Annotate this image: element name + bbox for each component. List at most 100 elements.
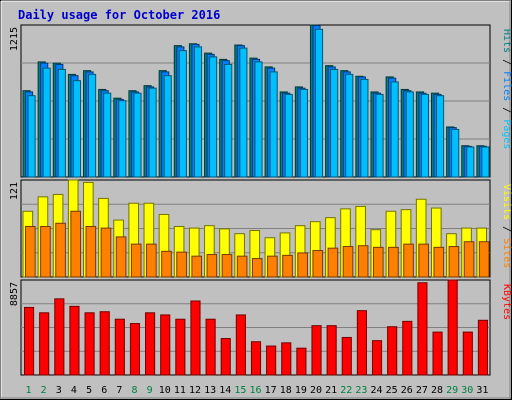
bar-sites-day-16 (251, 258, 263, 278)
panel-legend: KBytes (501, 284, 512, 320)
bar-sites-day-6 (100, 227, 112, 278)
bar-kbytes-day-19 (296, 347, 307, 376)
bar-kbytes-day-1 (24, 306, 35, 376)
x-tick-label-day-6: 6 (101, 385, 107, 396)
x-tick-label-day-9: 9 (147, 385, 153, 396)
bar-pages-day-28 (435, 95, 445, 178)
bar-sites-day-27 (418, 243, 429, 278)
bar-pages-day-30 (466, 146, 475, 178)
legend-separator: / (501, 53, 512, 71)
bar-kbytes-day-14 (220, 338, 231, 376)
bar-sites-day-13 (206, 254, 218, 278)
bar-kbytes-day-23 (356, 310, 367, 376)
bar-kbytes-day-28 (432, 331, 443, 376)
bar-kbytes-day-26 (402, 320, 413, 376)
bar-sites-day-5 (85, 225, 97, 278)
bar-sites-day-25 (388, 246, 399, 278)
bar-pages-day-3 (57, 68, 66, 178)
chart-title: Daily usage for October 2016 (18, 8, 220, 22)
bar-kbytes-day-6 (99, 311, 110, 376)
bar-kbytes-day-24 (371, 340, 383, 376)
legend-text: KBytes (501, 284, 512, 320)
bar-kbytes-day-10 (160, 314, 171, 376)
bar-sites-day-17 (267, 255, 278, 278)
x-tick-label-day-29: 29 (446, 385, 458, 396)
bar-pages-day-17 (269, 71, 278, 178)
x-tick-label-day-25: 25 (386, 385, 398, 396)
y-max-label: 121 (9, 182, 20, 200)
bar-pages-day-6 (103, 92, 112, 178)
bar-pages-day-12 (193, 46, 203, 178)
bar-sites-day-1 (25, 225, 36, 278)
x-tick-label-day-21: 21 (325, 385, 337, 396)
x-tick-label-day-11: 11 (174, 385, 186, 396)
bar-sites-day-20 (312, 250, 324, 278)
legend-text: Hits / Files / Pages (501, 29, 512, 149)
bar-sites-day-4 (70, 210, 82, 278)
bar-sites-day-15 (236, 255, 248, 278)
bar-pages-day-22 (345, 73, 354, 178)
bar-pages-day-2 (42, 67, 51, 178)
panel-kbytes: 8857 KBytes (9, 279, 512, 376)
x-tick-label-day-3: 3 (56, 385, 62, 396)
bar-kbytes-day-16 (250, 341, 262, 376)
bar-kbytes-day-4 (69, 305, 80, 376)
legend-text: Visits / Sites (501, 184, 512, 268)
x-tick-label-day-12: 12 (189, 385, 201, 396)
bar-sites-day-3 (55, 222, 66, 278)
x-tick-label-day-15: 15 (234, 385, 246, 396)
bar-pages-day-27 (420, 93, 429, 178)
bar-pages-day-16 (254, 61, 263, 178)
bar-pages-day-14 (224, 63, 233, 178)
bar-pages-day-9 (148, 87, 157, 178)
bar-pages-day-11 (178, 50, 187, 178)
legend-separator: / (501, 220, 512, 238)
bar-pages-day-25 (390, 81, 399, 178)
y-max-label: 1215 (9, 27, 20, 51)
bar-kbytes-day-8 (129, 323, 141, 376)
bar-pages-day-21 (330, 68, 339, 178)
bar-pages-day-26 (405, 91, 414, 178)
x-tick-label-day-23: 23 (355, 385, 367, 396)
bar-kbytes-day-31 (477, 319, 489, 376)
x-tick-label-day-31: 31 (476, 385, 488, 396)
bar-sites-day-11 (176, 251, 187, 278)
bar-kbytes-day-7 (114, 318, 125, 376)
bar-sites-day-9 (146, 243, 157, 278)
bar-sites-day-8 (130, 243, 142, 278)
bar-kbytes-day-17 (266, 345, 277, 376)
legend-separator: / (501, 101, 512, 119)
bar-kbytes-day-25 (387, 326, 398, 376)
legend-item-pages: Pages (501, 119, 512, 149)
bar-kbytes-day-2 (39, 312, 50, 376)
bar-sites-day-14 (221, 254, 233, 278)
x-axis-labels: 1 2 3 4 5 6 7 8 9 10 11 12 13 14 15 16 17 18 19 20 21 22 23 24 2… (26, 385, 489, 396)
x-tick-label-day-22: 22 (340, 385, 352, 396)
legend-item-files: Files (501, 71, 512, 101)
bar-kbytes-day-20 (311, 325, 322, 376)
x-tick-label-day-8: 8 (131, 385, 137, 396)
bar-kbytes-day-3 (54, 298, 65, 376)
x-tick-label-day-20: 20 (310, 385, 322, 396)
bar-pages-day-8 (133, 92, 142, 178)
bar-pages-day-20 (314, 28, 324, 178)
x-tick-label-day-2: 2 (41, 385, 47, 396)
bar-pages-day-1 (27, 95, 36, 178)
bar-pages-day-10 (163, 75, 172, 178)
bar-sites-day-2 (40, 225, 51, 278)
bar-sites-day-18 (282, 254, 293, 278)
bar-sites-day-24 (372, 246, 384, 278)
y-max-label: 8857 (9, 282, 20, 306)
bar-pages-day-31 (481, 146, 490, 178)
bar-sites-day-7 (115, 236, 127, 278)
bar-kbytes-day-30 (462, 331, 473, 376)
bar-sites-day-28 (433, 246, 445, 278)
bar-pages-day-19 (299, 88, 308, 178)
panel-legend: Visits / Sites (501, 184, 512, 268)
bar-pages-day-29 (451, 128, 460, 178)
x-tick-label-day-1: 1 (26, 385, 32, 396)
bar-sites-day-12 (191, 255, 203, 278)
x-tick-label-day-30: 30 (461, 385, 473, 396)
